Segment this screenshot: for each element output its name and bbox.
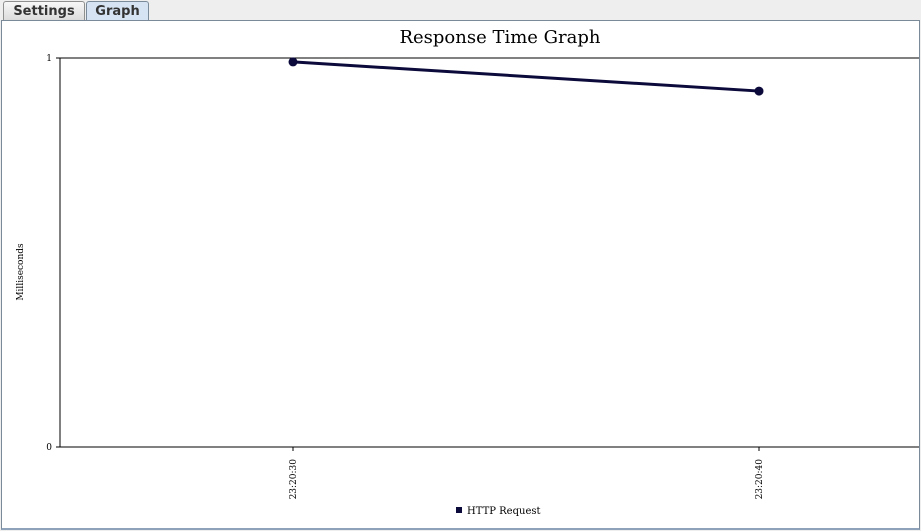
y-tick-label: 1 [46,54,52,64]
tab-settings[interactable]: Settings [3,1,85,20]
data-point [288,57,298,67]
x-tick-label: 23:20:30 [289,459,299,500]
graph-panel [1,20,920,530]
tab-graph[interactable]: Graph [86,1,149,21]
chart-title: Response Time Graph [399,27,600,48]
data-point [754,86,764,96]
x-tick-label: 23:20:40 [755,459,765,500]
legend-marker [456,507,462,513]
legend-label: HTTP Request [467,506,541,517]
tab-bar: Settings Graph [0,0,921,21]
y-axis-label: Milliseconds [16,243,26,301]
series-line [292,60,760,93]
y-tick-label: 0 [46,443,52,453]
